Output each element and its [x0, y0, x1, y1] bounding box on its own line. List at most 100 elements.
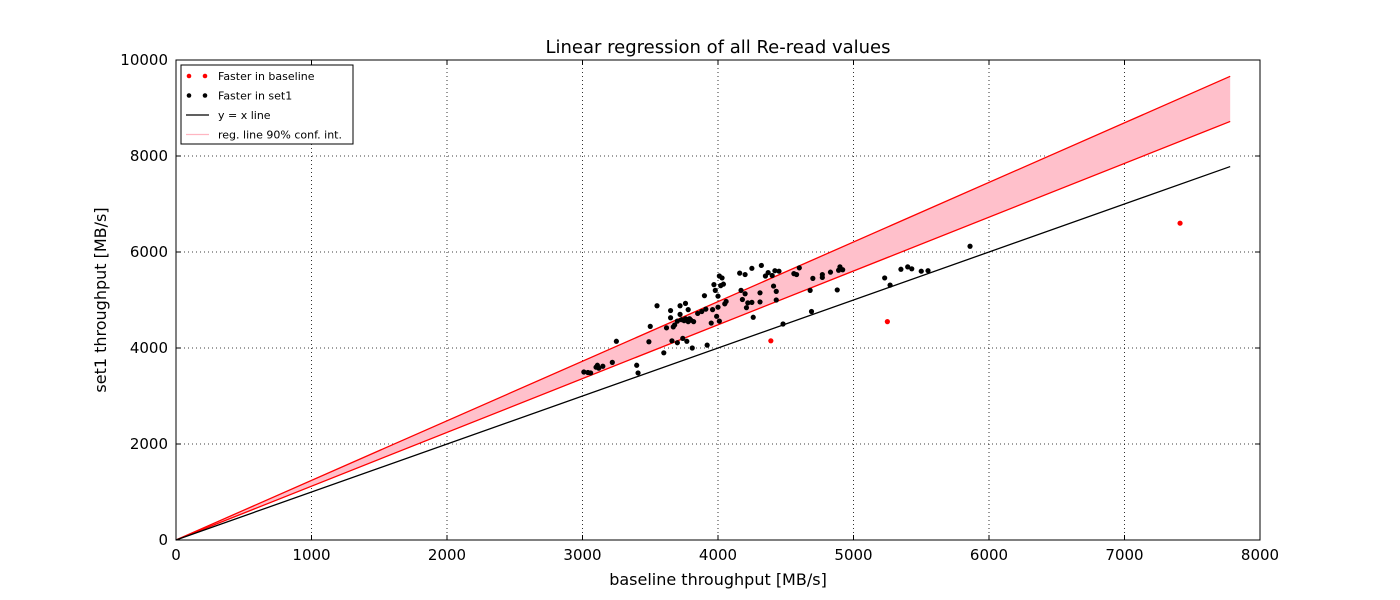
point-faster-in-set1 — [898, 266, 904, 272]
point-faster-in-set1 — [796, 265, 802, 271]
point-faster-in-set1 — [709, 307, 716, 313]
point-faster-in-set1 — [770, 283, 777, 289]
point-faster-in-set1 — [703, 306, 709, 312]
point-faster-in-set1 — [738, 287, 744, 293]
point-faster-in-set1 — [819, 271, 825, 278]
x-tick-label: 0 — [171, 546, 181, 564]
point-faster-in-set1 — [677, 311, 683, 317]
point-faster-in-set1 — [689, 345, 695, 351]
point-faster-in-set1 — [807, 287, 813, 293]
legend-label: y = x line — [218, 109, 271, 122]
point-faster-in-set1 — [743, 305, 750, 311]
y-tick-label: 4000 — [130, 339, 168, 357]
point-faster-in-set1 — [682, 300, 689, 306]
point-faster-in-set1 — [716, 318, 722, 324]
legend: Faster in baseline Faster in set1 y = x li… — [180, 64, 354, 145]
point-faster-in-set1 — [699, 308, 705, 315]
point-faster-in-set1 — [808, 308, 815, 315]
x-tick-label: 3000 — [563, 546, 601, 564]
point-faster-in-set1 — [780, 321, 786, 327]
point-faster-in-set1 — [967, 243, 973, 249]
point-faster-in-set1 — [672, 322, 678, 328]
point-faster-in-set1 — [737, 270, 743, 276]
x-tick-label: 1000 — [292, 546, 330, 564]
point-faster-in-set1 — [772, 268, 778, 274]
x-tick-label: 5000 — [834, 546, 872, 564]
point-faster-in-set1 — [647, 323, 653, 329]
legend-marker — [202, 93, 208, 98]
point-faster-in-set1 — [714, 313, 720, 319]
point-faster-in-set1 — [749, 299, 755, 305]
y-equals-x-line — [175, 165, 1231, 541]
x-tick-label: 7000 — [1105, 546, 1143, 564]
point-faster-in-set1 — [793, 271, 800, 278]
reference-lines — [175, 165, 1231, 541]
point-faster-in-set1 — [749, 265, 755, 271]
point-faster-in-baseline — [1177, 220, 1183, 226]
y-tick-label: 10000 — [120, 51, 168, 69]
x-tick-label: 4000 — [699, 546, 737, 564]
point-faster-in-set1 — [745, 300, 751, 306]
point-faster-in-set1 — [834, 287, 840, 293]
point-faster-in-set1 — [739, 296, 745, 303]
point-faster-in-set1 — [715, 304, 721, 310]
point-faster-in-set1 — [827, 269, 834, 275]
point-faster-in-baseline — [768, 338, 774, 344]
x-tick-label: 2000 — [428, 546, 466, 564]
point-faster-in-set1 — [596, 365, 602, 371]
point-faster-in-set1 — [609, 359, 615, 365]
y-tick-label: 0 — [158, 531, 168, 549]
legend-label: Faster in set1 — [218, 90, 292, 103]
point-faster-in-set1 — [757, 299, 763, 305]
point-faster-in-set1 — [925, 268, 931, 274]
point-faster-in-set1 — [757, 290, 763, 296]
point-faster-in-set1 — [773, 297, 779, 303]
point-faster-in-set1 — [634, 362, 640, 368]
point-faster-in-set1 — [758, 262, 764, 269]
point-faster-in-set1 — [776, 268, 782, 274]
point-faster-in-set1 — [588, 370, 594, 376]
point-faster-in-baseline — [884, 319, 890, 325]
point-faster-in-set1 — [773, 288, 779, 294]
chart-title: Linear regression of all Re-read values — [545, 37, 890, 58]
point-faster-in-set1 — [769, 272, 775, 279]
confidence-band-upper — [175, 75, 1231, 541]
point-faster-in-set1 — [701, 293, 708, 299]
point-faster-in-set1 — [674, 318, 680, 324]
point-faster-in-set1 — [695, 310, 701, 317]
point-faster-in-set1 — [918, 268, 924, 274]
point-faster-in-set1 — [646, 339, 652, 345]
point-faster-in-set1 — [581, 369, 587, 375]
x-axis-label: baseline throughput [MB/s] — [609, 570, 827, 589]
legend-label: Faster in baseline — [218, 70, 315, 83]
point-faster-in-set1 — [765, 270, 771, 276]
point-faster-in-set1 — [667, 307, 674, 314]
y-tick-label: 6000 — [130, 243, 168, 261]
confidence-band-lower — [175, 120, 1231, 541]
point-faster-in-set1 — [708, 320, 714, 326]
point-faster-in-set1 — [654, 303, 660, 309]
point-faster-in-set1 — [684, 338, 690, 344]
point-faster-in-set1 — [882, 275, 888, 281]
point-faster-in-set1 — [810, 275, 816, 281]
x-tick-label: 8000 — [1241, 546, 1279, 564]
legend-label: reg. line 90% conf. int. — [218, 129, 342, 142]
point-faster-in-set1 — [750, 314, 756, 320]
grid — [176, 60, 1260, 540]
point-faster-in-set1 — [667, 315, 674, 321]
point-faster-in-set1 — [887, 282, 893, 288]
point-faster-in-set1 — [661, 350, 667, 356]
point-faster-in-set1 — [715, 293, 721, 299]
point-faster-in-set1 — [613, 338, 619, 344]
point-faster-in-set1 — [663, 325, 670, 331]
point-faster-in-set1 — [909, 266, 915, 272]
scatter-points — [581, 220, 1183, 376]
point-faster-in-set1 — [674, 340, 680, 346]
point-faster-in-set1 — [635, 370, 641, 376]
point-faster-in-set1 — [669, 338, 675, 344]
point-faster-in-set1 — [685, 307, 691, 313]
x-tick-label: 6000 — [970, 546, 1008, 564]
point-faster-in-set1 — [719, 275, 725, 281]
axis-ticks: 0 1000 2000 3000 4000 5000 6000 7000 8000 0 2000 40… — [120, 51, 1279, 564]
